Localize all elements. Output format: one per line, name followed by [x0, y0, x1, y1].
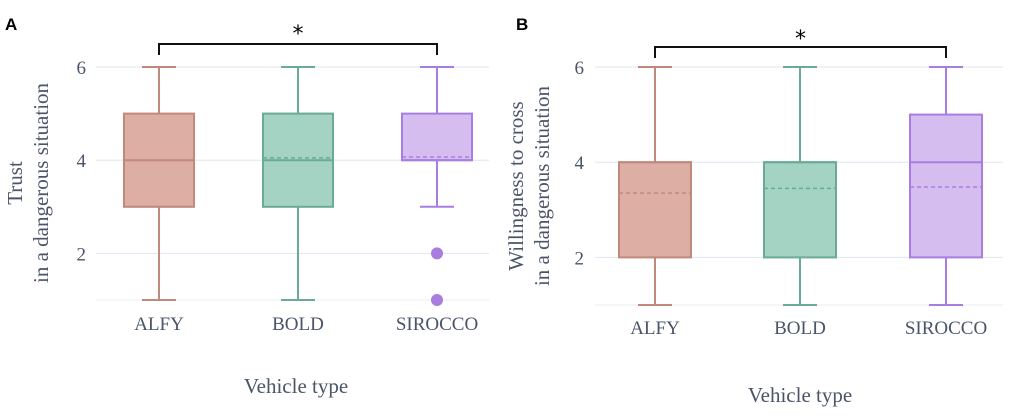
panel-label: A: [5, 15, 17, 34]
box-bold: BOLD: [262, 66, 334, 335]
y-tick-label: 4: [77, 151, 87, 172]
panel-label: B: [516, 15, 528, 34]
panel-b: B 2 4 6 Willingness to cross in a dangerous s…: [504, 15, 1003, 407]
box-alfy: ALFY: [618, 66, 692, 339]
outlier-point: [431, 247, 443, 260]
box-alfy: ALFY: [123, 66, 195, 335]
y-axis-title-line: in a dangerous situation: [29, 82, 53, 283]
y-axis-title-line: in a dangerous situation: [530, 85, 554, 286]
y-axis-title-line: Trust: [3, 161, 27, 205]
x-tick-label: SIROCCO: [396, 314, 478, 335]
iqr-box: [909, 113, 983, 259]
significance-star: *: [293, 22, 304, 47]
x-tick-label: BOLD: [774, 318, 826, 339]
x-tick-label: ALFY: [630, 318, 680, 339]
box-sirocco: SIROCCO: [905, 66, 987, 339]
x-tick-label: SIROCCO: [905, 318, 987, 339]
significance-star: *: [795, 27, 806, 52]
iqr-box: [401, 112, 473, 162]
iqr-box: [763, 161, 837, 259]
x-tick-label: ALFY: [134, 314, 184, 335]
significance-bracket: [158, 43, 438, 55]
outlier-point: [431, 294, 443, 306]
box-bold: BOLD: [763, 66, 837, 339]
y-tick-label: 4: [575, 153, 585, 174]
y-tick-label: 6: [575, 58, 585, 79]
iqr-box: [618, 161, 692, 259]
y-axis-title-line: Willingness to cross: [504, 101, 528, 270]
y-tick-label: 6: [77, 58, 87, 79]
significance-bracket: [654, 46, 947, 58]
x-tick-label: BOLD: [272, 314, 324, 335]
y-tick-label: 2: [77, 244, 87, 265]
box-sirocco: SIROCCO: [396, 66, 478, 335]
y-tick-label: 2: [575, 248, 585, 269]
panel-a: A 2 4 6 Trust in a dangerous situation Vehicle…: [3, 15, 489, 398]
x-axis-title: Vehicle type: [748, 383, 852, 407]
x-axis-title: Vehicle type: [244, 374, 348, 398]
